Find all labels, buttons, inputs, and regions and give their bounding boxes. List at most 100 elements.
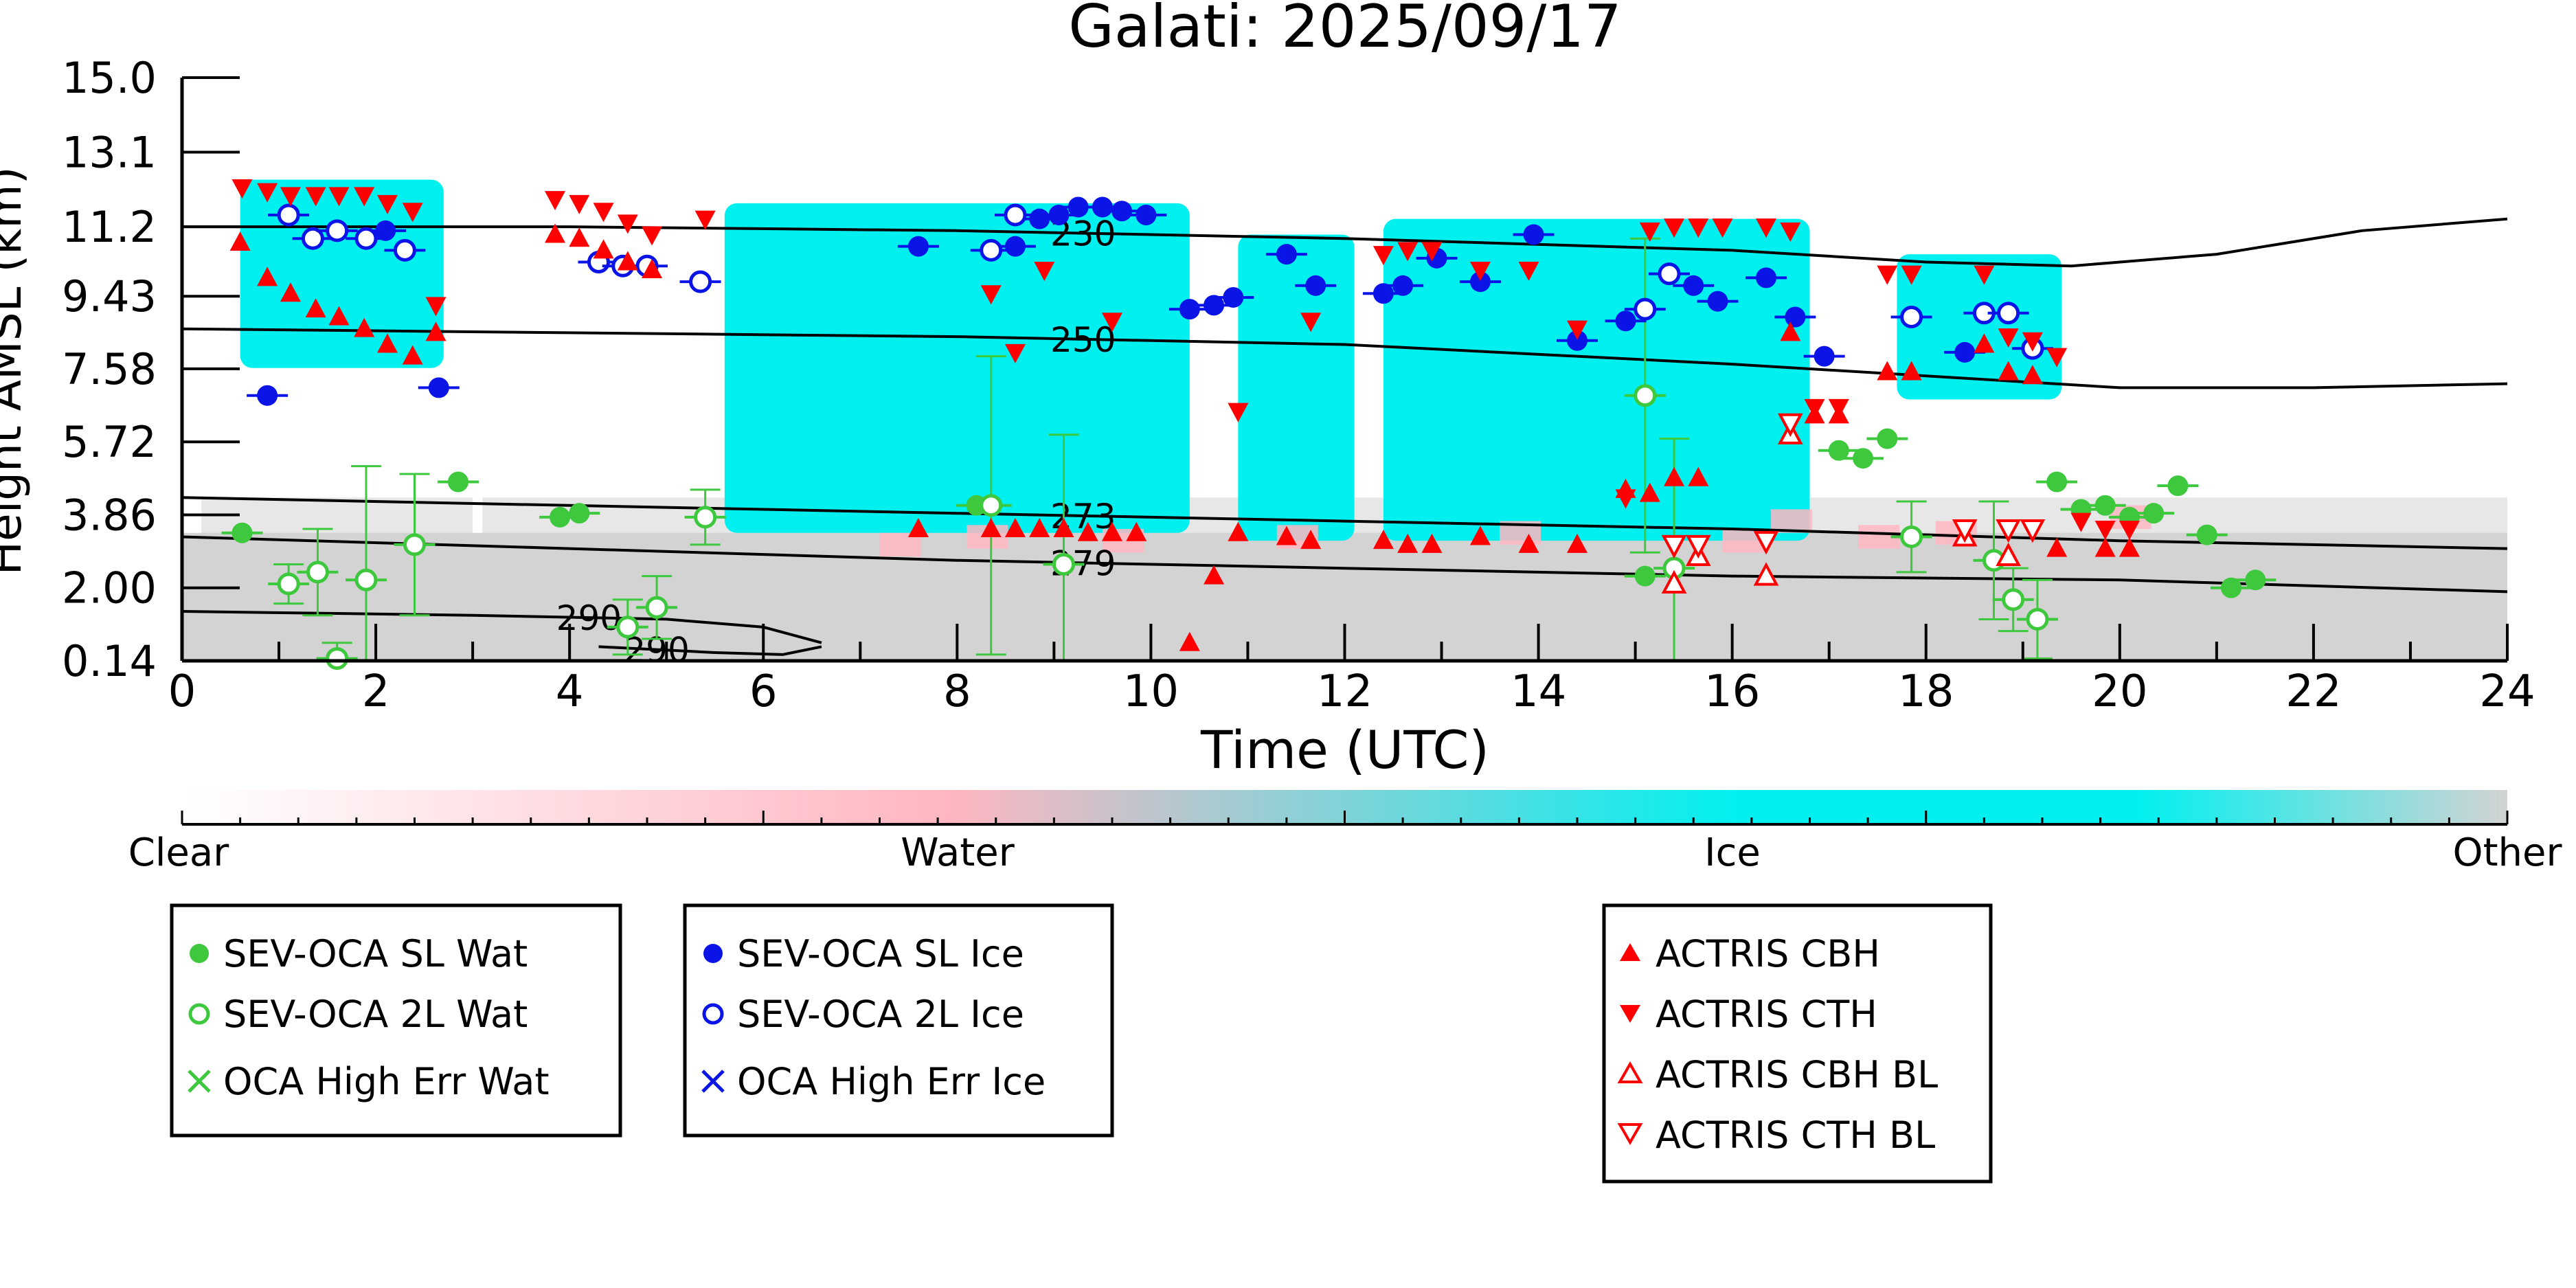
- series-3-point-16: [1372, 283, 1394, 304]
- colorbar-label-clear: Clear: [128, 831, 229, 875]
- legend-ice: SEV-OCA SL Ice SEV-OCA 2L Ice OCA High E…: [683, 903, 1114, 1138]
- x-tick-label-12: 24: [2479, 666, 2535, 717]
- series-1-point-2: [326, 647, 349, 670]
- series-6-point-3: [305, 298, 326, 318]
- y-tick-label-5: 9.43: [62, 271, 157, 321]
- series-7-point-41: [2046, 348, 2068, 368]
- y-tick-label-6: 11.2: [62, 202, 157, 252]
- series-7-point-14: [694, 210, 716, 230]
- series-3-point-14: [1276, 244, 1297, 265]
- series-9-point-0: [1661, 534, 1687, 559]
- series-7-point-29: [1664, 218, 1685, 238]
- series-7-point-23: [1421, 242, 1443, 262]
- x-tick-label-6: 12: [1317, 666, 1372, 717]
- series-3-point-25: [1756, 267, 1777, 289]
- series-7-point-8: [425, 297, 447, 317]
- series-7-point-17: [1034, 261, 1055, 281]
- series-4-point-8: [689, 270, 712, 293]
- series-3-point-21: [1567, 330, 1588, 351]
- series-9-point-5: [1996, 519, 2021, 543]
- series-7-point-18: [1102, 313, 1122, 332]
- series-6-point-41: [1901, 361, 1922, 381]
- legend-actris-cth-bl-label: ACTRIS CTH BL: [1656, 1114, 1935, 1157]
- series-6-point-22: [1179, 631, 1200, 651]
- background-classification: [182, 179, 2507, 661]
- data-markers: [221, 179, 2276, 670]
- series-9-point-4: [1952, 519, 1978, 543]
- series-1-point-7: [694, 506, 717, 529]
- series-7-point-4: [328, 187, 350, 207]
- series-0-point-3: [569, 503, 590, 524]
- series-1-point-6: [645, 596, 668, 619]
- legend-ice-2l-label: SEV-OCA 2L Ice: [737, 993, 1024, 1036]
- series-3-point-20: [1523, 224, 1544, 245]
- series-6-point-15: [980, 518, 1002, 538]
- series-7-point-6: [377, 194, 398, 214]
- series-6-point-16: [1004, 518, 1026, 538]
- series-7-point-43: [2094, 521, 2116, 541]
- series-6-point-25: [1276, 526, 1297, 545]
- contour-line-1: [182, 327, 2507, 389]
- series-7-point-16: [1004, 343, 1026, 363]
- series-7-point-21: [1372, 246, 1394, 266]
- series-4-point-3: [354, 227, 378, 250]
- ice-cloud-region-3: [1383, 218, 1810, 541]
- ice-cloud-region-2: [1238, 234, 1355, 541]
- colorbar-ticks: [181, 811, 2509, 824]
- series-3-point-17: [1392, 275, 1414, 296]
- series-6-point-1: [257, 267, 278, 286]
- series-4-point-9: [980, 238, 1003, 262]
- series-3-point-19: [1469, 271, 1491, 293]
- contour-label-1: 250: [1050, 320, 1116, 360]
- series-6-point-2: [280, 282, 301, 302]
- legend-water-2l-label: SEV-OCA 2L Wat: [223, 993, 528, 1036]
- colorbar-label-water: Water: [901, 831, 1015, 875]
- series-6-point-6: [377, 333, 398, 353]
- x-tick-label-2: 4: [556, 666, 584, 717]
- series-4-point-11: [1634, 297, 1657, 321]
- contour-line-0: [182, 217, 2507, 268]
- series-6-point-31: [1518, 533, 1539, 553]
- series-7-point-39: [1998, 328, 2019, 348]
- series-0-point-8: [1877, 428, 1898, 449]
- series-6-point-28: [1397, 533, 1419, 553]
- series-7-point-24: [1469, 261, 1491, 281]
- legend-actris: ACTRIS CBH ACTRIS CTH ACTRIS CBH BL ACTR…: [1602, 903, 1993, 1184]
- contour-line-4: [182, 610, 822, 644]
- series-6-point-20: [1102, 521, 1122, 541]
- legend-ice-frame: [683, 903, 1114, 1138]
- series-1-point-10: [1634, 384, 1657, 407]
- series-6-point-23: [1204, 565, 1225, 585]
- series-7-point-26: [1567, 320, 1588, 340]
- series-7-point-37: [1901, 265, 1922, 285]
- series-3-point-9: [1111, 201, 1133, 222]
- series-4-point-1: [301, 227, 324, 250]
- series-4-point-13: [1900, 306, 1923, 329]
- series-7-point-27: [1615, 489, 1636, 509]
- series-1-point-12: [1900, 525, 1923, 548]
- series-1-point-14: [2002, 588, 2025, 611]
- series-6-point-32: [1567, 533, 1588, 553]
- chart-title: Galati: 2025/09/17: [1068, 0, 1622, 61]
- series-7-point-19: [1228, 403, 1249, 422]
- series-3-point-7: [1067, 196, 1089, 218]
- series-1-point-8: [980, 494, 1003, 517]
- legend-water-sl-label: SEV-OCA SL Wat: [223, 932, 528, 975]
- y-tick-label-8: 15.0: [62, 53, 157, 103]
- legend-actris-cbh-bl-label: ACTRIS CBH BL: [1656, 1053, 1938, 1096]
- series-4-point-0: [277, 203, 300, 227]
- y-tick-label-1: 2.00: [62, 563, 157, 613]
- series-1-point-1: [306, 561, 329, 584]
- series-3-point-15: [1305, 275, 1326, 296]
- series-6-point-30: [1469, 526, 1491, 545]
- series-7-point-7: [402, 203, 423, 223]
- series-7-point-12: [617, 214, 638, 234]
- legend-actris-cbh-label: ACTRIS CBH: [1656, 932, 1880, 975]
- series-6-point-46: [2094, 537, 2116, 557]
- series-3-point-11: [1179, 299, 1200, 320]
- contour-line-5: [598, 645, 822, 656]
- series-7-point-38: [1974, 265, 1995, 285]
- series-3-point-26: [1785, 306, 1806, 328]
- series-0-point-11: [2094, 495, 2116, 516]
